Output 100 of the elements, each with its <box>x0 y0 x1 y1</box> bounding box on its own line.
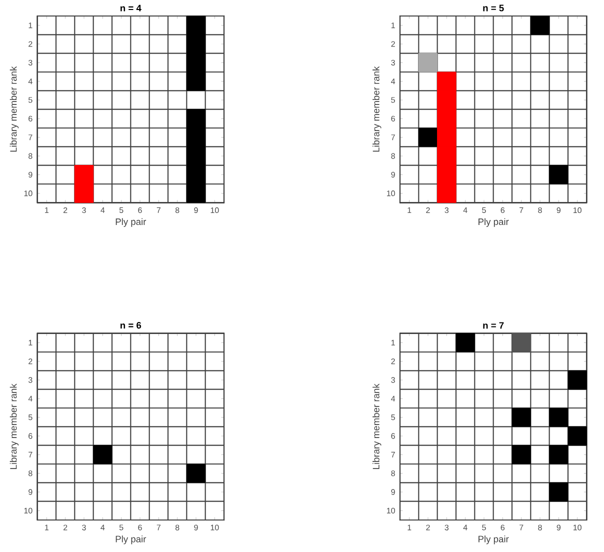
x-tick-label: 10 <box>210 524 219 530</box>
point <box>186 165 206 184</box>
point <box>437 146 456 166</box>
point <box>549 445 568 464</box>
x-tick-label: 5 <box>482 524 486 530</box>
chart-title: n = 5 <box>483 4 504 12</box>
x-tick-label: 8 <box>175 524 180 530</box>
x-tick-label: 9 <box>194 524 198 530</box>
point <box>186 146 206 166</box>
point <box>530 16 550 35</box>
point <box>186 34 206 54</box>
point <box>512 333 531 352</box>
x-tick-label: 2 <box>426 207 430 213</box>
y-tick-label: 4 <box>28 396 32 402</box>
x-tick-label: 1 <box>408 524 412 530</box>
point <box>186 53 206 72</box>
y-tick-label: 2 <box>28 358 32 364</box>
x-tick-label: 7 <box>520 524 524 530</box>
x-tick-label: 7 <box>520 207 524 213</box>
y-tick-label: 6 <box>391 433 395 439</box>
point <box>74 165 94 184</box>
y-tick-label: 9 <box>28 172 32 178</box>
x-tick-label: 8 <box>538 207 542 214</box>
y-tick-label: 5 <box>391 97 395 103</box>
x-tick-label: 3 <box>444 207 449 214</box>
point <box>186 72 206 91</box>
x-tick-label: 9 <box>194 207 198 214</box>
chart-title: n = 6 <box>120 322 142 329</box>
x-tick-label: 7 <box>156 524 160 530</box>
y-axis-title: Library member rank <box>10 384 19 469</box>
x-tick-label: 9 <box>556 524 561 530</box>
y-tick-label: 10 <box>387 190 395 196</box>
y-tick-label: 8 <box>391 470 395 476</box>
point <box>186 16 206 35</box>
y-tick-label: 6 <box>28 433 32 439</box>
x-tick-label: 1 <box>45 207 48 213</box>
y-axis-title: Library member rank <box>372 384 382 469</box>
y-tick-label: 2 <box>391 358 395 364</box>
point <box>418 128 438 147</box>
y-tick-label: 3 <box>391 377 395 383</box>
point <box>456 333 475 352</box>
point <box>186 109 206 128</box>
point <box>418 53 438 72</box>
x-tick-label: 2 <box>64 207 68 213</box>
x-tick-label: 8 <box>175 207 180 214</box>
y-tick-label: 9 <box>391 172 395 178</box>
y-tick-label: 4 <box>391 396 396 402</box>
x-axis-title: Ply pair <box>116 218 146 227</box>
point <box>568 426 587 446</box>
y-axis-title: Library member rank <box>10 66 19 152</box>
x-tick-label: 3 <box>82 524 86 530</box>
point <box>512 408 531 427</box>
point <box>437 109 456 128</box>
point <box>186 184 206 203</box>
x-tick-label: 3 <box>444 524 449 530</box>
y-tick-label: 4 <box>391 78 396 84</box>
x-tick-label: 9 <box>556 207 561 214</box>
chart-title: n = 7 <box>483 322 504 329</box>
y-tick-label: 2 <box>391 41 395 47</box>
y-tick-label: 6 <box>28 116 32 122</box>
x-tick-label: 6 <box>138 524 142 530</box>
y-tick-label: 10 <box>24 190 32 196</box>
x-axis-title: Ply pair <box>478 536 509 544</box>
point <box>437 90 456 110</box>
y-tick-label: 3 <box>391 60 395 66</box>
x-tick-label: 5 <box>482 207 486 213</box>
x-tick-label: 2 <box>64 524 68 530</box>
y-tick-label: 4 <box>28 78 32 84</box>
y-tick-label: 5 <box>28 97 32 103</box>
point <box>512 445 531 464</box>
point <box>74 184 94 203</box>
y-tick-label: 7 <box>391 452 395 458</box>
y-tick-label: 1 <box>391 22 395 28</box>
point <box>568 370 587 390</box>
x-tick-label: 4 <box>463 207 468 213</box>
y-tick-label: 7 <box>28 452 32 458</box>
point <box>437 72 456 91</box>
y-tick-label: 5 <box>391 414 395 420</box>
x-tick-label: 10 <box>573 207 582 214</box>
point <box>549 408 568 427</box>
x-tick-label: 4 <box>100 524 105 530</box>
y-tick-label: 3 <box>28 60 32 66</box>
y-tick-label: 8 <box>391 153 395 159</box>
x-axis-title: Ply pair <box>116 536 146 544</box>
point <box>549 165 568 184</box>
chart-title: n = 4 <box>120 4 142 12</box>
y-tick-label: 8 <box>28 153 32 159</box>
x-tick-label: 6 <box>500 207 505 214</box>
point <box>437 184 456 203</box>
x-axis-title: Ply pair <box>478 218 509 227</box>
y-tick-label: 1 <box>28 340 32 346</box>
y-tick-label: 10 <box>24 508 32 514</box>
y-tick-label: 2 <box>28 41 32 47</box>
x-tick-label: 4 <box>100 207 105 213</box>
y-tick-label: 5 <box>28 414 32 420</box>
y-tick-label: 6 <box>391 116 395 122</box>
x-tick-label: 5 <box>119 524 124 530</box>
x-tick-label: 10 <box>210 207 219 214</box>
x-tick-label: 6 <box>138 207 142 214</box>
y-tick-label: 8 <box>28 470 32 476</box>
